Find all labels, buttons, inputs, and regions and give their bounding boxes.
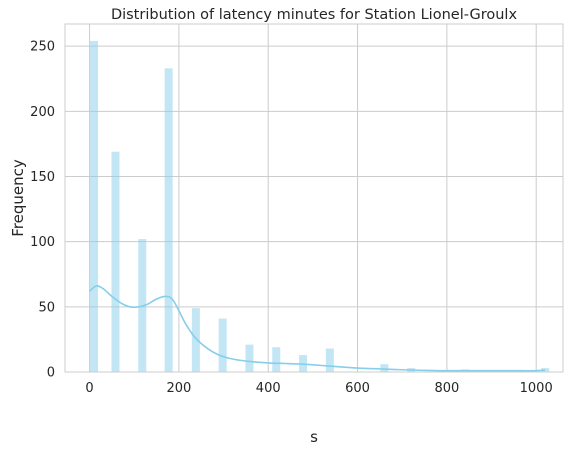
y-tick-label: 50 xyxy=(38,300,55,315)
histogram-bar xyxy=(380,364,389,372)
y-axis-label: Frequency xyxy=(9,159,27,237)
plot-frame xyxy=(64,23,564,373)
y-tick-label: 0 xyxy=(47,366,55,381)
x-tick-label: 400 xyxy=(256,381,281,396)
histogram-bar xyxy=(191,308,200,372)
grid-lines xyxy=(65,24,563,373)
y-tick-labels: 0 50 100 150 200 250 xyxy=(30,40,55,381)
y-tick-label: 150 xyxy=(30,170,55,185)
histogram-bar xyxy=(218,318,227,372)
histogram-bar xyxy=(325,348,334,372)
histogram-bar xyxy=(90,40,99,373)
chart-title: Distribution of latency minutes for Stat… xyxy=(111,7,518,23)
x-tick-label: 0 xyxy=(85,381,93,396)
y-tick-label: 200 xyxy=(30,105,55,120)
histogram-bar xyxy=(541,368,550,372)
y-tick-label: 250 xyxy=(30,40,55,55)
kde-curve xyxy=(89,285,546,372)
x-tick-label: 200 xyxy=(166,381,191,396)
histogram-bar xyxy=(164,68,173,372)
x-tick-label: 800 xyxy=(434,381,459,396)
x-tick-label: 1000 xyxy=(520,381,553,396)
x-tick-labels: 0 200 400 600 800 1000 xyxy=(85,381,552,396)
x-axis-label: s xyxy=(310,428,318,446)
x-tick-label: 600 xyxy=(345,381,370,396)
histogram-bar xyxy=(111,151,120,372)
y-tick-label: 100 xyxy=(30,235,55,250)
histogram-bar xyxy=(245,344,254,372)
histogram-bar xyxy=(272,347,281,372)
plot-area xyxy=(65,24,563,372)
